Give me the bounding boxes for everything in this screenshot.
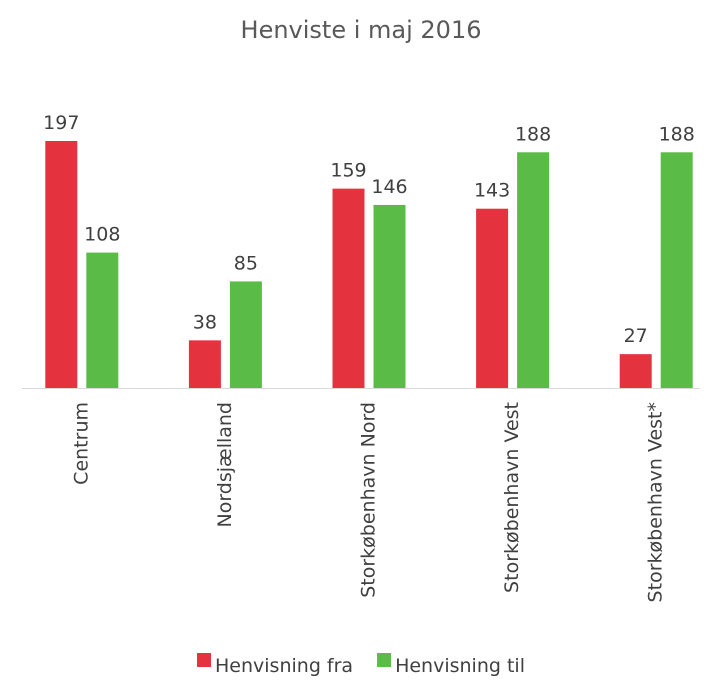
data-label: 197 [43,112,79,134]
legend-swatch [377,653,392,667]
bar [86,252,119,388]
data-label: 146 [371,176,407,198]
data-label: 188 [659,123,695,145]
bar [332,188,365,388]
data-label: 143 [474,180,510,202]
x-tick-label: Storkøbenhavn Vest* [645,402,667,602]
data-label: 85 [234,252,258,274]
data-label: 188 [515,123,551,145]
x-tick-label: Centrum [70,402,92,485]
legend-swatch [197,653,212,667]
chart-title: Henviste i maj 2016 [241,16,482,44]
data-label: 38 [193,311,217,333]
x-tick-label: Storkøbenhavn Vest [501,402,523,593]
bar [619,354,652,388]
x-tick-label: Nordsjælland [214,402,236,528]
x-tick-label: Storkøbenhavn Nord [358,402,380,598]
data-label: 27 [624,325,648,347]
bar [188,340,221,388]
bar [229,281,262,388]
bar [517,152,550,388]
bar [45,141,78,388]
legend-label: Henvisning til [395,655,525,677]
legend-label: Henvisning fra [215,655,353,677]
bar [476,208,509,388]
data-label: 159 [330,160,366,182]
data-label: 108 [84,224,120,246]
bar [373,204,406,388]
bar [660,152,693,388]
